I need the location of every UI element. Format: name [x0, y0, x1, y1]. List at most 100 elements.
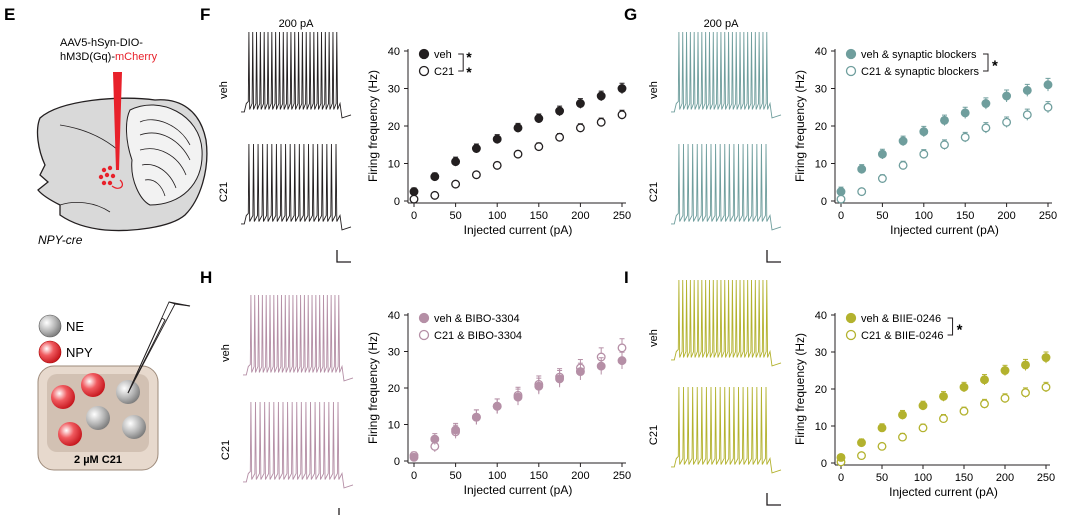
trace-label-c21-i: C21	[648, 425, 660, 445]
x-tick-label: 0	[411, 470, 417, 482]
data-point	[1041, 382, 1051, 392]
series-veh	[836, 77, 1053, 197]
x-tick-label: 250	[613, 470, 631, 482]
legend-marker-veh	[845, 312, 857, 324]
trace-label-veh-g: veh	[648, 81, 660, 99]
legend-marker-veh	[418, 312, 430, 324]
y-tick-label: 20	[815, 121, 827, 133]
x-tick-label: 100	[914, 472, 932, 484]
legend-marker-veh	[845, 48, 857, 60]
trace-veh-f	[241, 31, 352, 119]
significance-bracket	[983, 53, 989, 72]
x-tick-label: 0	[411, 210, 417, 222]
x-tick-label: 0	[838, 472, 844, 484]
x-tick-label: 200	[997, 210, 1015, 222]
data-point	[857, 451, 866, 461]
trace-veh-h	[243, 294, 354, 382]
y-tick-label: 20	[388, 383, 400, 395]
trace-label-veh-h: veh	[220, 344, 232, 362]
data-point	[919, 149, 929, 159]
series-veh	[836, 351, 1051, 462]
legend-label-c21: C21 & synaptic blockers	[861, 66, 979, 78]
data-point	[1043, 102, 1053, 112]
chart-h: 0 50 100 150 200 250 0 10 20 30 40 Injected current…	[366, 310, 631, 497]
data-point	[617, 110, 627, 120]
series-c21	[836, 101, 1053, 204]
x-tick-label: 100	[488, 470, 506, 482]
data-point	[877, 149, 887, 159]
mouse-line-label: NPY-cre	[38, 233, 83, 247]
data-point	[492, 160, 502, 170]
trace-veh-i	[671, 279, 782, 367]
virus-construct-label-2: hM3D(Gq)-mCherry	[60, 51, 158, 63]
data-point	[534, 142, 544, 152]
y-tick-label: 40	[815, 310, 827, 322]
y-tick-label: 20	[815, 384, 827, 396]
chart-g: 0 50 100 150 200 250 0 10 20 30 40 Injected current…	[793, 46, 1057, 237]
data-point	[1043, 80, 1053, 90]
x-tick-label: 250	[1039, 210, 1057, 222]
trace-veh-g	[671, 31, 782, 119]
y-tick-label: 40	[388, 46, 400, 58]
trace-line	[671, 386, 782, 474]
data-point	[617, 343, 627, 353]
x-tick-label: 100	[488, 210, 506, 222]
y-tick-label: 40	[388, 310, 400, 322]
panel-letter-i: I	[624, 268, 629, 287]
significance-star: *	[466, 64, 472, 80]
legend-marker-c21	[418, 329, 430, 341]
x-tick-label: 200	[571, 210, 589, 222]
data-point	[534, 114, 544, 123]
scale-bar	[338, 508, 340, 515]
trace-label-c21-h: C21	[220, 440, 232, 460]
y-tick-label: 30	[815, 347, 827, 359]
trace-line	[671, 31, 782, 119]
data-point	[409, 452, 419, 462]
data-point	[409, 194, 419, 204]
scale-bar	[766, 493, 781, 506]
x-tick-label: 250	[1037, 472, 1055, 484]
data-point	[980, 399, 989, 409]
x-tick-label: 150	[955, 472, 973, 484]
trace-c21-f	[241, 143, 352, 231]
data-point	[471, 144, 481, 153]
x-tick-label: 200	[571, 470, 589, 482]
trace-line	[241, 143, 352, 231]
data-point	[960, 108, 970, 118]
chart-i: 0 50 100 150 200 250 0 10 20 30 40 Injected current…	[793, 310, 1055, 499]
npy-legend-icon	[38, 340, 62, 364]
trace-label-c21-f: C21	[218, 182, 230, 202]
data-point	[939, 414, 948, 424]
legend-label-veh: veh & synaptic blockers	[861, 49, 977, 61]
data-point	[1002, 91, 1012, 101]
data-point	[857, 438, 866, 448]
data-point	[555, 106, 565, 116]
data-point	[1022, 110, 1032, 120]
data-point	[409, 187, 419, 197]
data-point	[471, 412, 481, 422]
data-point	[1021, 360, 1030, 370]
data-point	[596, 117, 606, 127]
data-point	[857, 164, 867, 174]
y-tick-label: 30	[815, 84, 827, 96]
data-point	[1021, 388, 1030, 398]
data-point	[596, 361, 606, 371]
data-point	[596, 91, 606, 101]
legend-label-veh: veh & BIBO-3304	[434, 313, 520, 325]
npy-legend-label: NPY	[66, 345, 93, 360]
series-veh	[409, 351, 627, 462]
significance-bracket	[947, 317, 954, 336]
data-point	[939, 391, 948, 401]
data-point	[575, 123, 585, 133]
series-veh	[409, 82, 627, 197]
data-point	[857, 187, 867, 197]
chart-f: 0 50 100 150 200 250 0 10 20 30 40 Injected current…	[366, 46, 631, 237]
data-point	[960, 132, 970, 142]
data-point	[534, 381, 544, 391]
data-point	[981, 99, 991, 108]
voltage-traces: veh C21 veh C21 veh C21 veh C21 200 pA 200 pA	[218, 18, 782, 515]
x-tick-label: 100	[915, 210, 933, 222]
data-point	[430, 434, 440, 444]
data-point	[471, 170, 481, 180]
